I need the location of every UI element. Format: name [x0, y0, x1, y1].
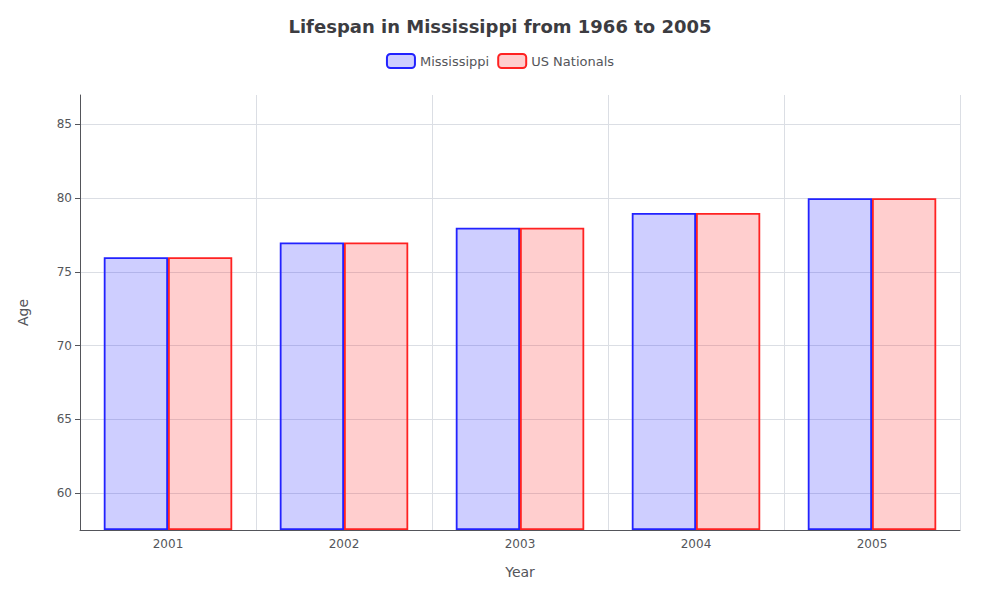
- svg-text:2004: 2004: [681, 537, 712, 551]
- svg-text:80: 80: [57, 191, 72, 205]
- svg-text:70: 70: [57, 339, 72, 353]
- svg-text:Year: Year: [504, 564, 535, 580]
- svg-text:60: 60: [57, 486, 72, 500]
- svg-text:2003: 2003: [505, 537, 536, 551]
- svg-text:2002: 2002: [329, 537, 360, 551]
- svg-text:Lifespan in Mississippi from 1: Lifespan in Mississippi from 1966 to 200…: [288, 16, 711, 37]
- svg-text:2001: 2001: [153, 537, 184, 551]
- svg-text:85: 85: [57, 117, 72, 131]
- svg-text:2005: 2005: [857, 537, 888, 551]
- svg-text:Age: Age: [15, 299, 31, 326]
- svg-text:75: 75: [57, 265, 72, 279]
- svg-text:65: 65: [57, 412, 72, 426]
- svg-text:US Nationals: US Nationals: [531, 54, 614, 69]
- svg-text:Mississippi: Mississippi: [420, 54, 489, 69]
